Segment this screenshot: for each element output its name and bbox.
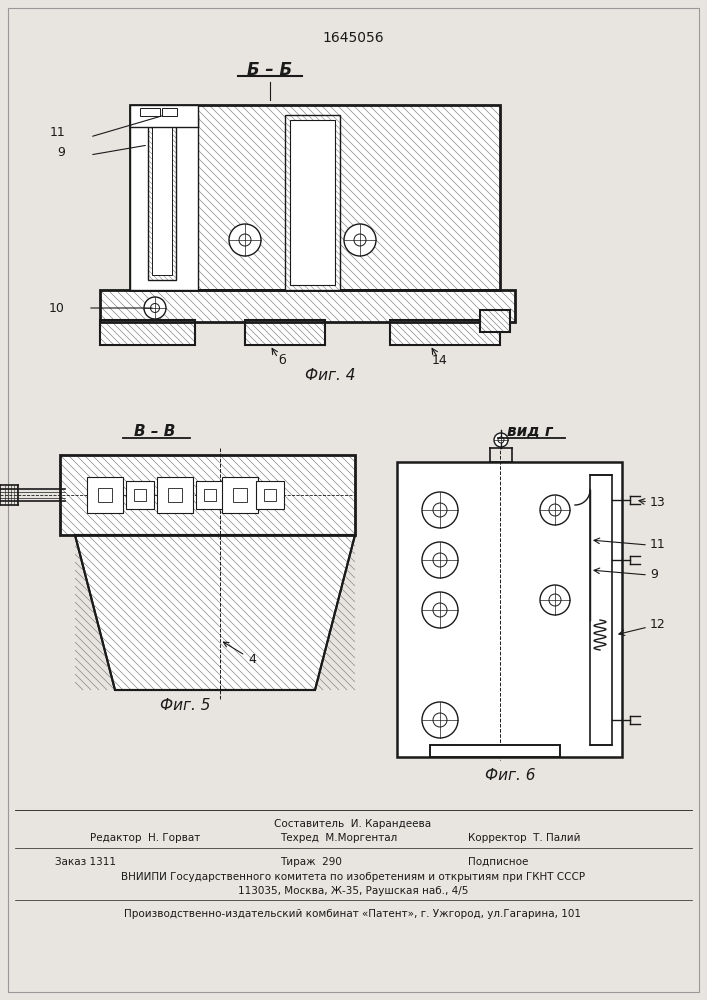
Bar [256, 481, 284, 509]
Bar [130, 105, 198, 127]
Bar [290, 120, 335, 285]
Text: 11: 11 [49, 126, 65, 139]
Text: Корректор  Т. Палий: Корректор Т. Палий [468, 833, 580, 843]
Circle shape [229, 224, 261, 256]
Polygon shape [75, 535, 355, 690]
Circle shape [433, 503, 447, 517]
Circle shape [433, 713, 447, 727]
Circle shape [540, 585, 570, 615]
Bar [132, 117, 196, 288]
Text: Заказ 1311: Заказ 1311 [55, 857, 116, 867]
Circle shape [354, 234, 366, 246]
Circle shape [422, 592, 458, 628]
Bar [134, 489, 146, 501]
Circle shape [540, 495, 570, 525]
Bar [130, 105, 500, 290]
Bar [100, 320, 195, 345]
Bar [87, 477, 123, 513]
Circle shape [239, 234, 251, 246]
Circle shape [151, 304, 160, 312]
Bar [157, 477, 193, 513]
Bar [168, 488, 182, 502]
Text: Редактор  Н. Горват: Редактор Н. Горват [90, 833, 200, 843]
Bar [100, 320, 195, 345]
Text: 12: 12 [650, 618, 666, 632]
Bar [290, 120, 335, 285]
Text: Тираж  290: Тираж 290 [280, 857, 342, 867]
Bar [390, 320, 500, 345]
Text: б: б [278, 354, 286, 366]
Bar [430, 745, 560, 757]
Bar [245, 320, 325, 345]
Text: 13: 13 [650, 495, 666, 508]
Bar [98, 488, 112, 502]
Bar [590, 475, 612, 745]
Text: 1645056: 1645056 [322, 31, 384, 45]
Text: Производственно-издательский комбинат «Патент», г. Ужгород, ул.Гагарина, 101: Производственно-издательский комбинат «П… [124, 909, 581, 919]
Bar [130, 105, 500, 290]
Text: Составитель  И. Карандеева: Составитель И. Карандеева [274, 819, 431, 829]
Bar [480, 310, 510, 332]
Bar [390, 320, 500, 345]
Bar [100, 290, 515, 322]
Bar [148, 120, 176, 280]
Text: Фиг. 5: Фиг. 5 [160, 698, 210, 712]
Bar [196, 481, 224, 509]
Bar [222, 477, 258, 513]
Circle shape [498, 437, 504, 443]
Circle shape [549, 594, 561, 606]
Text: 10: 10 [49, 302, 65, 314]
Bar [152, 125, 172, 275]
Bar [100, 290, 515, 322]
Text: 11: 11 [650, 538, 666, 552]
Text: Подписное: Подписное [468, 857, 528, 867]
Text: 113035, Москва, Ж-35, Раушская наб., 4/5: 113035, Москва, Ж-35, Раушская наб., 4/5 [238, 886, 468, 896]
Bar [245, 320, 325, 345]
Text: 9: 9 [57, 145, 65, 158]
Text: В – В: В – В [134, 424, 175, 440]
Bar [264, 489, 276, 501]
Bar [397, 462, 622, 757]
Text: 14: 14 [432, 354, 448, 366]
Text: вид г: вид г [507, 424, 553, 440]
Bar [480, 310, 510, 332]
Circle shape [422, 492, 458, 528]
Bar [430, 745, 560, 757]
Bar [430, 745, 560, 757]
Bar [162, 108, 177, 116]
Text: 4: 4 [223, 642, 256, 666]
Circle shape [422, 702, 458, 738]
Bar [130, 115, 198, 290]
Text: 9: 9 [650, 568, 658, 582]
Circle shape [144, 297, 166, 319]
Text: ВНИИПИ Государственного комитета по изобретениям и открытиям при ГКНТ СССР: ВНИИПИ Государственного комитета по изоб… [121, 872, 585, 882]
Circle shape [549, 504, 561, 516]
Bar [60, 455, 355, 535]
Bar [204, 489, 216, 501]
Bar [126, 481, 154, 509]
Bar [60, 455, 355, 535]
Bar [285, 115, 340, 290]
Text: Техред  М.Моргентал: Техред М.Моргентал [280, 833, 397, 843]
Circle shape [433, 553, 447, 567]
Circle shape [494, 433, 508, 447]
Bar [148, 120, 176, 280]
Text: Фиг. 4: Фиг. 4 [305, 367, 355, 382]
Bar [140, 108, 160, 116]
Circle shape [422, 542, 458, 578]
Circle shape [433, 603, 447, 617]
Text: Б – Б: Б – Б [247, 61, 293, 79]
Bar [233, 488, 247, 502]
Circle shape [344, 224, 376, 256]
Bar [285, 115, 340, 290]
Text: Фиг. 6: Фиг. 6 [485, 768, 535, 782]
